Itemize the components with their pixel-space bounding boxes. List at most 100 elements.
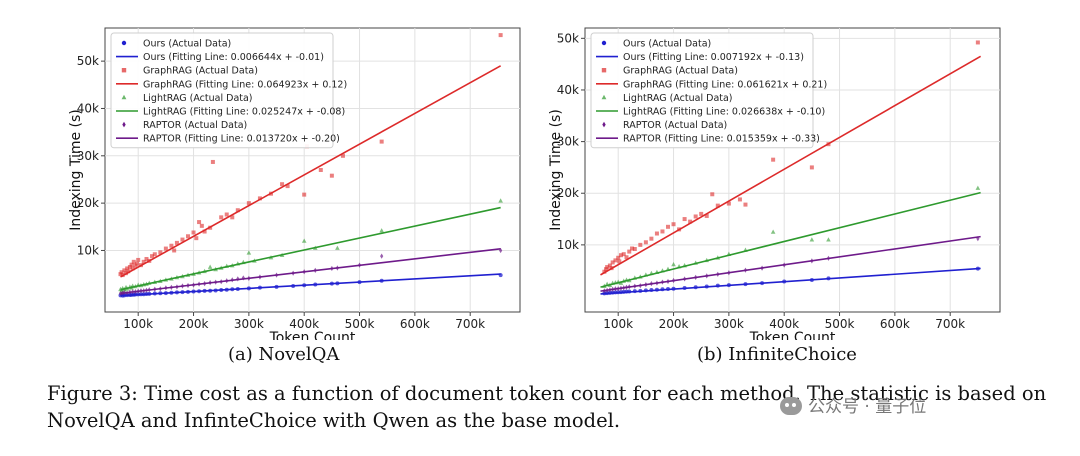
graphrag-data-point [329,173,334,178]
legend-label: GraphRAG (Actual Data) [143,66,258,77]
graphrag-data-point [621,252,626,257]
graphrag-fit-line [120,65,502,278]
x-tick-label: 400k [769,317,799,331]
graphrag-data-point [613,258,618,263]
graphrag-data-point [743,202,748,207]
graphrag-data-point [199,223,204,228]
graphrag-data-point [340,153,345,158]
lightrag-data-point [975,185,981,190]
graphrag-data-point [975,40,980,45]
graphrag-data-point [660,229,665,234]
x-tick-label: 600k [880,317,910,331]
x-tick-label: 700k [455,317,485,331]
graphrag-data-point [131,259,136,264]
raptor-fit-line [120,247,501,295]
lightrag-data-point [207,264,213,269]
subcaption-novelqa: (a) NovelQA [228,344,340,365]
raptor-data-point [976,236,980,242]
graphrag-fit-line [600,55,982,276]
lightrag-legend-marker [601,94,607,100]
graphrag-data-point [127,265,132,270]
graphrag-data-point [617,259,622,264]
y-tick-label: 30k [557,135,579,149]
lightrag-data-point [809,237,815,242]
graphrag-data-point [257,196,262,201]
graphrag-data-point [704,213,709,218]
graphrag-data-point [163,246,168,251]
graphrag-data-point [174,240,179,245]
graphrag-data-point [710,192,715,197]
graphrag-data-point [141,259,146,264]
lightrag-data-point [826,237,831,242]
graphrag-data-point [632,247,637,252]
graphrag-data-point [630,246,635,251]
graphrag-data-point [246,201,251,206]
lightrag-data-point [498,198,503,203]
graphrag-data-point [604,267,609,272]
infinitechoice-chart: 100k 200k 300k 400k 500k 600k 700k 10k 20k 30k 40k… [548,27,1001,340]
novelqa-chart: 100k 200k 300k 400k 500k 600k 700k 10k 20k 30k 40k… [68,27,521,340]
graphrag-data-point [158,250,163,255]
graphrag-data-point [666,224,670,229]
raptor-legend-marker [122,121,126,128]
graphrag-data-point [607,263,612,268]
legend-box [110,32,334,149]
graphrag-data-point [809,165,814,170]
graphrag-data-point [671,222,676,227]
legend-label: GraphRAG (Fitting Line: 0.061621x + 0.21… [623,79,827,90]
graphrag-data-point [119,270,124,275]
x-axis-label: Token Count [749,330,836,340]
graphrag-data-point [699,211,704,216]
graphrag-data-point [126,269,131,274]
wechat-icon [780,397,802,415]
data-layer [118,33,503,298]
x-tick-label: 300k [714,317,744,331]
y-axis-label: Indexing Time (s) [548,109,564,231]
graphrag-data-point [235,208,240,213]
graphrag-data-point [771,157,776,162]
graphrag-legend-marker [121,68,127,73]
graphrag-data-point [693,214,698,219]
graphrag-data-point [610,260,615,265]
y-tick-label: 40k [77,101,99,115]
graphrag-data-point [169,243,174,248]
y-tick-label: 20k [77,196,99,210]
y-tick-label: 10k [77,243,99,257]
x-axis-label: Token Count [269,330,356,340]
graphrag-data-point [122,268,127,273]
graphrag-data-point [654,231,659,236]
legend-label: RAPTOR (Fitting Line: 0.013720x + -0.20) [143,134,340,145]
legend-label: RAPTOR (Fitting Line: 0.015359x + -0.33) [623,134,820,145]
lightrag-legend-marker [121,94,127,100]
graphrag-data-point [643,240,648,245]
graphrag-data-point [129,262,134,267]
graphrag-data-point [715,203,720,208]
raptor-fit-line [600,235,981,292]
x-tick-label: 500k [825,317,855,331]
y-tick-label: 40k [557,83,579,97]
ours-fit-line [120,273,501,297]
legend-label: RAPTOR (Actual Data) [143,120,247,131]
data-layer [600,40,982,296]
legend-box [590,32,814,149]
lightrag-data-point [246,250,252,255]
graphrag-data-point [150,254,155,259]
y-tick-label: 10k [557,238,579,252]
x-tick-label: 700k [935,317,965,331]
graphrag-data-point [618,253,623,258]
legend-label: Ours (Fitting Line: 0.006644x + -0.01) [143,52,324,63]
lightrag-data-point [379,228,384,233]
graphrag-data-point [172,248,177,253]
legend-label: LightRAG (Fitting Line: 0.025247x + -0.0… [143,107,345,118]
raptor-data-point [380,253,384,259]
lightrag-fit-line [120,206,501,291]
graphrag-data-point [152,252,157,257]
graphrag-data-point [682,217,687,222]
watermark-text: 公众号 · 量子位 [808,397,927,417]
graphrag-data-point [302,192,307,197]
x-tick-label: 300k [234,317,264,331]
graphrag-data-point [144,256,149,261]
legend-label: Ours (Actual Data) [143,39,231,50]
ours-legend-marker [601,40,607,46]
lightrag-fit-line [600,191,981,288]
